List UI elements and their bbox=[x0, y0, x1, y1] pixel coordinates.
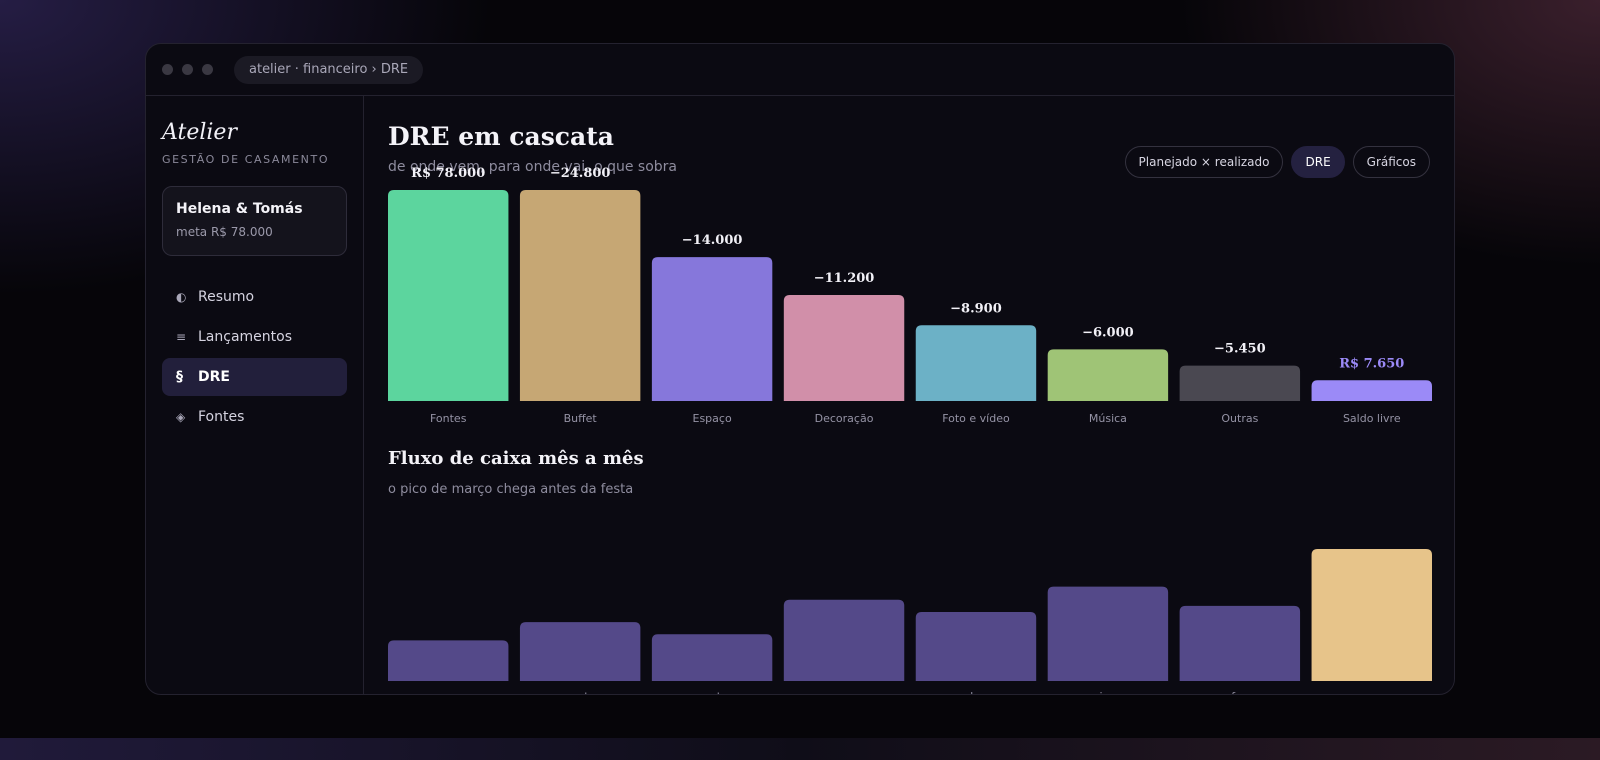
cashflow-month-label: dez bbox=[966, 690, 986, 695]
cashflow-subtitle: o pico de março chega antes da festa bbox=[388, 482, 634, 497]
title-bar: atelier · financeiro › DRE bbox=[146, 44, 1454, 96]
waterfall-value-label: −14.000 bbox=[682, 233, 743, 248]
waterfall-category-label: Saldo livre bbox=[1343, 412, 1401, 425]
waterfall-bar-1 bbox=[519, 190, 641, 401]
waterfall-category-label: Decoração bbox=[815, 412, 874, 425]
couple-card[interactable]: Helena & Tomás meta R$ 78.000 bbox=[162, 186, 347, 256]
cashflow-bar-mar bbox=[1311, 549, 1432, 681]
sidebar-item-resumo[interactable]: ◐ Resumo bbox=[162, 278, 347, 316]
cashflow-bar-ago bbox=[388, 640, 509, 681]
cashflow-title: Fluxo de caixa mês a mês bbox=[388, 448, 644, 469]
budget-goal: meta R$ 78.000 bbox=[176, 225, 273, 239]
cashflow-bar-nov bbox=[783, 599, 905, 681]
waterfall-category-label: Buffet bbox=[564, 412, 598, 425]
cashflow-month-label: set bbox=[572, 690, 589, 695]
waterfall-bar-4 bbox=[915, 325, 1037, 401]
waterfall-value-label: −6.000 bbox=[1082, 325, 1134, 340]
sidebar: Atelier GESTÃO DE CASAMENTO Helena & Tom… bbox=[146, 96, 364, 694]
waterfall-category-label: Fontes bbox=[430, 412, 467, 425]
sidebar-item-label: Lançamentos bbox=[198, 329, 293, 345]
waterfall-value-label: −5.450 bbox=[1214, 342, 1266, 357]
background-strip bbox=[0, 738, 1600, 760]
cashflow-month-label: fev bbox=[1231, 690, 1249, 695]
sidebar-item-label: Resumo bbox=[198, 289, 255, 305]
waterfall-bar-0 bbox=[388, 190, 509, 401]
view-tabs: Planejado × realizado DRE Gráficos bbox=[1117, 146, 1430, 178]
tab-dre[interactable]: DRE bbox=[1291, 146, 1345, 178]
brand-subtitle: GESTÃO DE CASAMENTO bbox=[162, 153, 330, 166]
page-title: DRE em cascata bbox=[388, 122, 614, 151]
waterfall-bar-7 bbox=[1311, 380, 1432, 401]
cashflow-bar-out bbox=[651, 634, 773, 681]
waterfall-value-label: −8.900 bbox=[950, 301, 1002, 316]
diamond-icon: ◈ bbox=[176, 410, 186, 424]
sidebar-item-lancamentos[interactable]: ≡ Lançamentos bbox=[162, 318, 347, 356]
couple-name: Helena & Tomás bbox=[176, 201, 303, 217]
waterfall-value-label: −11.200 bbox=[814, 271, 875, 286]
app-window: atelier · financeiro › DRE Atelier GESTÃ… bbox=[145, 43, 1455, 695]
window-zoom-dot[interactable] bbox=[202, 64, 213, 75]
brand-logo: Atelier bbox=[162, 120, 237, 145]
page-subtitle: de onde vem, para onde vai, o que sobra bbox=[388, 159, 677, 175]
cashflow-bar-jan bbox=[1047, 586, 1169, 681]
window-minimize-dot[interactable] bbox=[182, 64, 193, 75]
waterfall-category-label: Espaço bbox=[693, 412, 732, 425]
window-close-dot[interactable] bbox=[162, 64, 173, 75]
waterfall-chart: R$ 78.000 Fontes −24.800 Buffet −14.000 Espaç… bbox=[388, 166, 1432, 425]
sidebar-item-label: Fontes bbox=[198, 409, 245, 425]
cashflow-bar-set bbox=[519, 622, 641, 681]
cashflow-chart: ago set out nov dez jan fev mar bbox=[388, 549, 1432, 695]
cashflow-month-label: ago bbox=[438, 690, 459, 695]
cashflow-bar-fev bbox=[1179, 605, 1301, 681]
sidebar-item-dre[interactable]: § DRE bbox=[162, 358, 347, 396]
waterfall-category-label: Música bbox=[1089, 412, 1127, 425]
waterfall-value-label: −24.800 bbox=[550, 166, 611, 181]
cashflow-bar-dez bbox=[915, 611, 1037, 681]
waterfall-category-label: Outras bbox=[1221, 412, 1258, 425]
sidebar-item-label: DRE bbox=[198, 369, 230, 385]
waterfall-category-label: Foto e vídeo bbox=[942, 412, 1010, 425]
cashflow-month-label: out bbox=[703, 690, 722, 695]
waterfall-bar-2 bbox=[651, 257, 773, 401]
cashflow-month-label: nov bbox=[834, 690, 855, 695]
waterfall-value-label: R$ 78.000 bbox=[411, 166, 485, 181]
breadcrumb: atelier · financeiro › DRE bbox=[234, 55, 424, 84]
list-icon: ≡ bbox=[176, 330, 187, 344]
half-circle-icon: ◐ bbox=[176, 290, 187, 304]
section-icon: § bbox=[176, 369, 183, 385]
tab-planejado-realizado[interactable]: Planejado × realizado bbox=[1124, 146, 1284, 178]
waterfall-bar-5 bbox=[1047, 349, 1169, 401]
tab-graficos[interactable]: Gráficos bbox=[1352, 146, 1430, 178]
waterfall-bar-3 bbox=[783, 294, 905, 401]
sidebar-item-fontes[interactable]: ◈ Fontes bbox=[162, 398, 347, 436]
sidebar-nav: ◐ Resumo ≡ Lançamentos § DRE ◈ Fontes bbox=[162, 278, 347, 436]
cashflow-month-label: jan bbox=[1099, 690, 1117, 695]
waterfall-value-label: R$ 7.650 bbox=[1339, 356, 1404, 371]
cashflow-month-label: mar bbox=[1361, 690, 1383, 695]
waterfall-bar-6 bbox=[1179, 365, 1301, 401]
main-content: DRE em cascata de onde vem, para onde va… bbox=[388, 96, 1454, 694]
